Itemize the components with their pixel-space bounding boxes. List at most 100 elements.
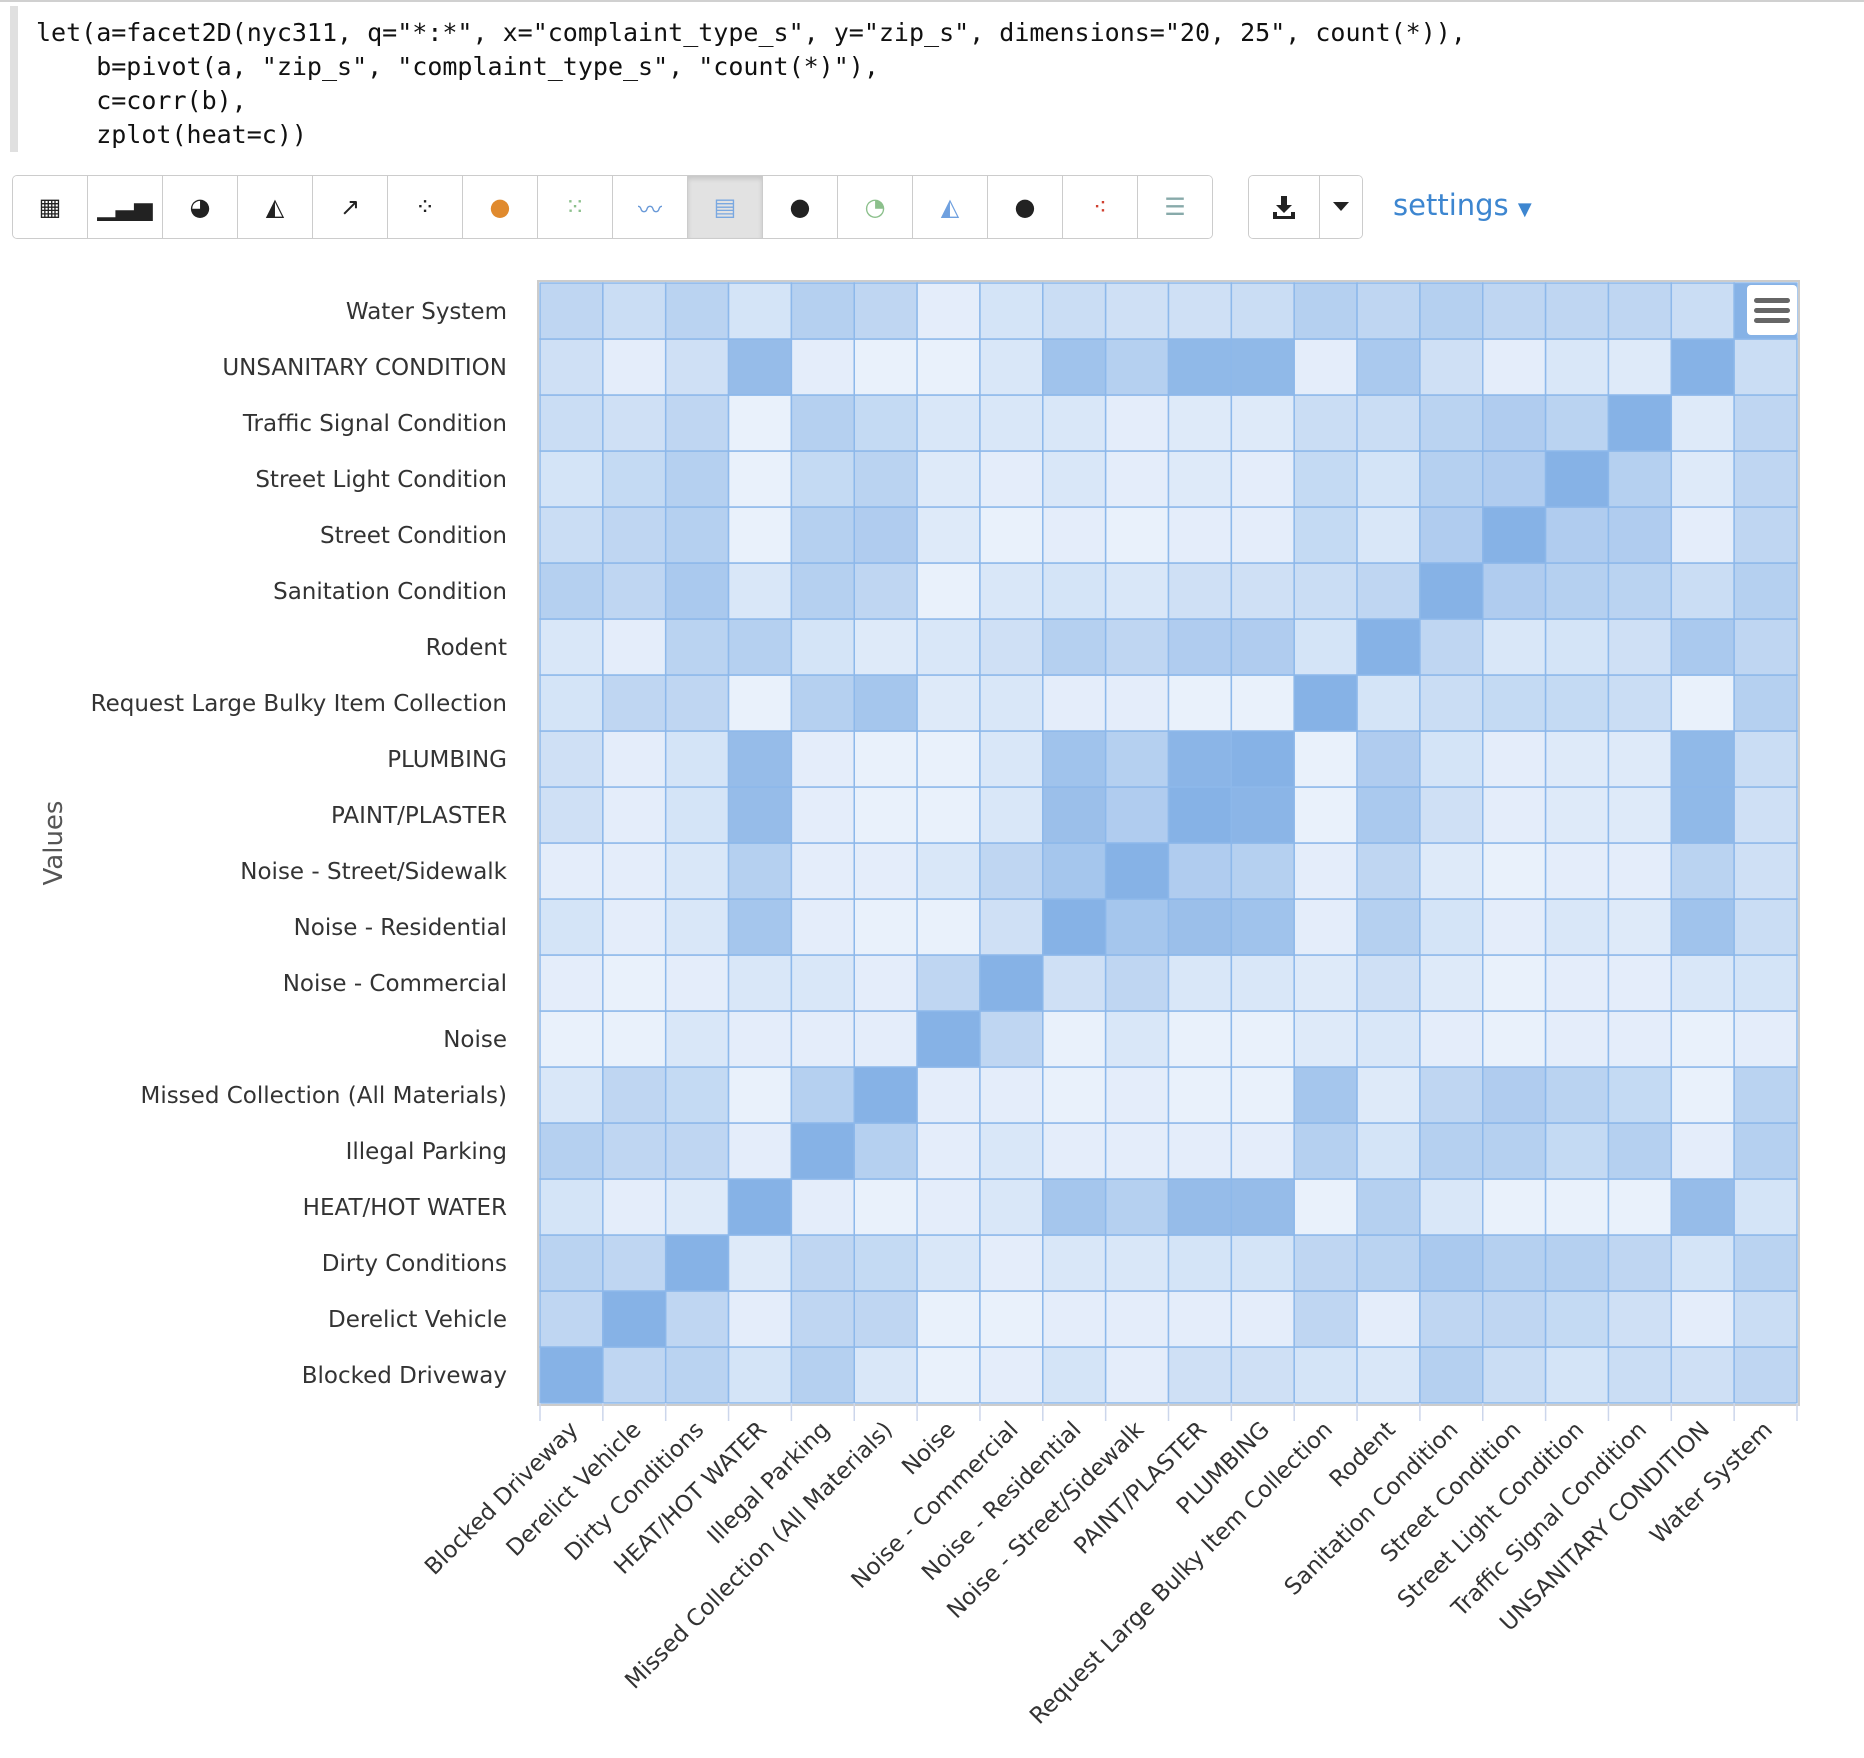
heatmap-cell[interactable] bbox=[1607, 562, 1673, 620]
heatmap-cell[interactable] bbox=[790, 1122, 856, 1180]
heatmap-cell[interactable] bbox=[1230, 1346, 1295, 1404]
heatmap-cell[interactable] bbox=[539, 506, 604, 564]
heatmap-cell[interactable] bbox=[1293, 898, 1358, 956]
heatmap-cell[interactable] bbox=[979, 562, 1044, 620]
heatmap-cell[interactable] bbox=[539, 450, 604, 508]
heatmap-cell[interactable] bbox=[1544, 1290, 1610, 1348]
heatmap-cell[interactable] bbox=[853, 898, 918, 956]
heatmap-cell[interactable] bbox=[1670, 282, 1735, 340]
heatmap-cell[interactable] bbox=[979, 1178, 1044, 1236]
heatmap-cell[interactable] bbox=[539, 1122, 604, 1180]
heatmap-cell[interactable] bbox=[1104, 674, 1170, 732]
heatmap-cell[interactable] bbox=[1670, 1010, 1735, 1068]
heatmap-cell[interactable] bbox=[1544, 730, 1610, 788]
heatmap-cell[interactable] bbox=[790, 1346, 856, 1404]
heatmap-cell[interactable] bbox=[979, 1010, 1044, 1068]
heatmap-cell[interactable] bbox=[1293, 450, 1358, 508]
heatmap-cell[interactable] bbox=[1544, 562, 1610, 620]
heatmap-cell[interactable] bbox=[1293, 1010, 1358, 1068]
heatmap-cell[interactable] bbox=[790, 1010, 856, 1068]
heatmap-cell[interactable] bbox=[1230, 282, 1295, 340]
heatmap-cell[interactable] bbox=[1482, 842, 1547, 900]
heatmap-cell[interactable] bbox=[727, 842, 793, 900]
heatmap-cell[interactable] bbox=[1293, 1122, 1358, 1180]
heatmap-cell[interactable] bbox=[1482, 1346, 1547, 1404]
heatmap-cell[interactable] bbox=[1419, 674, 1484, 732]
heatmap-cell[interactable] bbox=[602, 1178, 667, 1236]
heatmap-cell[interactable] bbox=[602, 898, 667, 956]
heatmap-cell[interactable] bbox=[602, 1066, 667, 1124]
heatmap-cell[interactable] bbox=[1293, 674, 1358, 732]
heatmap-cell[interactable] bbox=[1230, 1290, 1295, 1348]
heatmap-cell[interactable] bbox=[1670, 954, 1735, 1012]
heatmap-cell[interactable] bbox=[664, 338, 730, 396]
heatmap-cell[interactable] bbox=[602, 282, 667, 340]
heatmap-cell[interactable] bbox=[1167, 1234, 1233, 1292]
heatmap-cell[interactable] bbox=[539, 898, 604, 956]
heatmap-cell[interactable] bbox=[916, 1122, 981, 1180]
heatmap-cell[interactable] bbox=[916, 450, 981, 508]
heatmap-cell[interactable] bbox=[664, 506, 730, 564]
heatmap-cell[interactable] bbox=[790, 394, 856, 452]
heatmap-cell[interactable] bbox=[539, 842, 604, 900]
heatmap-cell[interactable] bbox=[1230, 954, 1295, 1012]
heatmap-cell[interactable] bbox=[790, 1290, 856, 1348]
heatmap-cell[interactable] bbox=[1167, 1122, 1233, 1180]
heatmap-cell[interactable] bbox=[790, 954, 856, 1012]
heatmap-cell[interactable] bbox=[727, 786, 793, 844]
heatmap-cell[interactable] bbox=[1042, 282, 1107, 340]
heatmap-cell[interactable] bbox=[1733, 1234, 1798, 1292]
heatmap-cell[interactable] bbox=[1419, 618, 1484, 676]
heatmap-cell[interactable] bbox=[1230, 1178, 1295, 1236]
heatmap-cell[interactable] bbox=[1356, 618, 1421, 676]
heatmap-cell[interactable] bbox=[664, 1066, 730, 1124]
heatmap-cell[interactable] bbox=[790, 898, 856, 956]
heatmap-cell[interactable] bbox=[539, 338, 604, 396]
heatmap-cell[interactable] bbox=[1356, 1178, 1421, 1236]
heatmap-cell[interactable] bbox=[790, 618, 856, 676]
heatmap-cell[interactable] bbox=[1482, 1178, 1547, 1236]
heatmap-cell[interactable] bbox=[1104, 1010, 1170, 1068]
heatmap-cell[interactable] bbox=[1293, 1066, 1358, 1124]
heatmap-cell[interactable] bbox=[1104, 898, 1170, 956]
heatmap-cell[interactable] bbox=[539, 730, 604, 788]
heatmap-cell[interactable] bbox=[1670, 394, 1735, 452]
heatmap-cell[interactable] bbox=[1544, 786, 1610, 844]
heatmap-cell[interactable] bbox=[916, 562, 981, 620]
heatmap-cell[interactable] bbox=[1356, 1290, 1421, 1348]
heatmap-cell[interactable] bbox=[979, 450, 1044, 508]
heatmap-cell[interactable] bbox=[1544, 282, 1610, 340]
heatmap-cell[interactable] bbox=[1167, 282, 1233, 340]
heatmap-cell[interactable] bbox=[1482, 394, 1547, 452]
heatmap-cell[interactable] bbox=[664, 1178, 730, 1236]
heatmap-cell[interactable] bbox=[1042, 674, 1107, 732]
heatmap-cell[interactable] bbox=[1356, 1346, 1421, 1404]
heatmap-cell[interactable] bbox=[1104, 730, 1170, 788]
heatmap-cell[interactable] bbox=[916, 506, 981, 564]
heatmap-cell[interactable] bbox=[602, 618, 667, 676]
heatmap-cell[interactable] bbox=[1293, 1346, 1358, 1404]
heatmap-cell[interactable] bbox=[1230, 1234, 1295, 1292]
heatmap-cell[interactable] bbox=[1670, 674, 1735, 732]
heatmap-cell[interactable] bbox=[1419, 786, 1484, 844]
heatmap-cell[interactable] bbox=[1544, 954, 1610, 1012]
heatmap-cell[interactable] bbox=[1167, 394, 1233, 452]
heatmap-cell[interactable] bbox=[1733, 1178, 1798, 1236]
heatmap-cell[interactable] bbox=[1230, 786, 1295, 844]
heatmap-cell[interactable] bbox=[1230, 1122, 1295, 1180]
heatmap-cell[interactable] bbox=[664, 842, 730, 900]
heatmap-cell[interactable] bbox=[1544, 1234, 1610, 1292]
heatmap-cell[interactable] bbox=[1482, 1122, 1547, 1180]
heatmap-cell[interactable] bbox=[1419, 1066, 1484, 1124]
heatmap-cell[interactable] bbox=[853, 1346, 918, 1404]
heatmap-cell[interactable] bbox=[602, 730, 667, 788]
heatmap-cell[interactable] bbox=[853, 394, 918, 452]
heatmap-cell[interactable] bbox=[1167, 1290, 1233, 1348]
heatmap-cell[interactable] bbox=[1733, 338, 1798, 396]
heatmap-cell[interactable] bbox=[1167, 1010, 1233, 1068]
heatmap-cell[interactable] bbox=[853, 282, 918, 340]
heatmap-cell[interactable] bbox=[1104, 394, 1170, 452]
chart-type-button-line-chart[interactable]: ↗ bbox=[313, 176, 388, 238]
heatmap-cell[interactable] bbox=[539, 954, 604, 1012]
heatmap-cell[interactable] bbox=[1167, 954, 1233, 1012]
